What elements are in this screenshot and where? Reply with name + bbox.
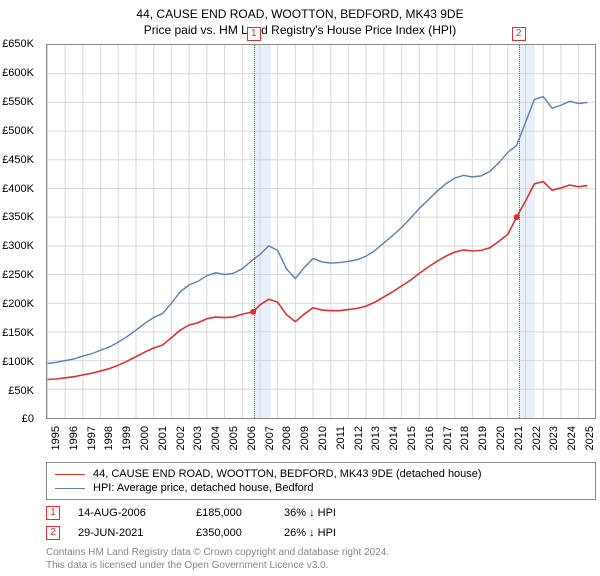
series-svg [47, 45, 595, 418]
sale-date: 14-AUG-2006 [78, 507, 178, 519]
legend-box: 44, CAUSE END ROAD, WOOTTON, BEDFORD, MK… [46, 462, 596, 500]
sale-pct: 36% ↓ HPI [284, 507, 344, 519]
legend-label: 44, CAUSE END ROAD, WOOTTON, BEDFORD, MK… [93, 468, 482, 480]
legend-row: 44, CAUSE END ROAD, WOOTTON, BEDFORD, MK… [55, 467, 587, 481]
sale-date: 29-JUN-2021 [78, 527, 178, 539]
chart-title: 44, CAUSE END ROAD, WOOTTON, BEDFORD, MK… [10, 6, 590, 38]
title-subtitle: Price paid vs. HM Land Registry's House … [10, 22, 590, 38]
sale-price: £185,000 [196, 507, 266, 519]
legend-label: HPI: Average price, detached house, Bedf… [93, 482, 314, 494]
title-address: 44, CAUSE END ROAD, WOOTTON, BEDFORD, MK… [10, 6, 590, 22]
legend-swatch [55, 474, 85, 475]
footer-line: Contains HM Land Registry data © Crown c… [46, 546, 590, 559]
footer-line: This data is licensed under the Open Gov… [46, 559, 590, 572]
legend-row: HPI: Average price, detached house, Bedf… [55, 481, 587, 495]
sale-row: 2 29-JUN-2021 £350,000 26% ↓ HPI [46, 526, 590, 540]
chart-area: 12 £0£50K£100K£150K£200K£250K£300K£350K£… [10, 44, 590, 458]
sales-table: 1 14-AUG-2006 £185,000 36% ↓ HPI 2 29-JU… [46, 506, 590, 540]
sale-marker-icon: 2 [46, 526, 60, 540]
sale-pct: 26% ↓ HPI [284, 527, 344, 539]
footer-attribution: Contains HM Land Registry data © Crown c… [46, 546, 590, 572]
plot-box: 12 [46, 44, 596, 419]
sale-marker-icon: 1 [46, 506, 60, 520]
sale-row: 1 14-AUG-2006 £185,000 36% ↓ HPI [46, 506, 590, 520]
sale-price: £350,000 [196, 527, 266, 539]
legend-swatch [55, 488, 85, 489]
